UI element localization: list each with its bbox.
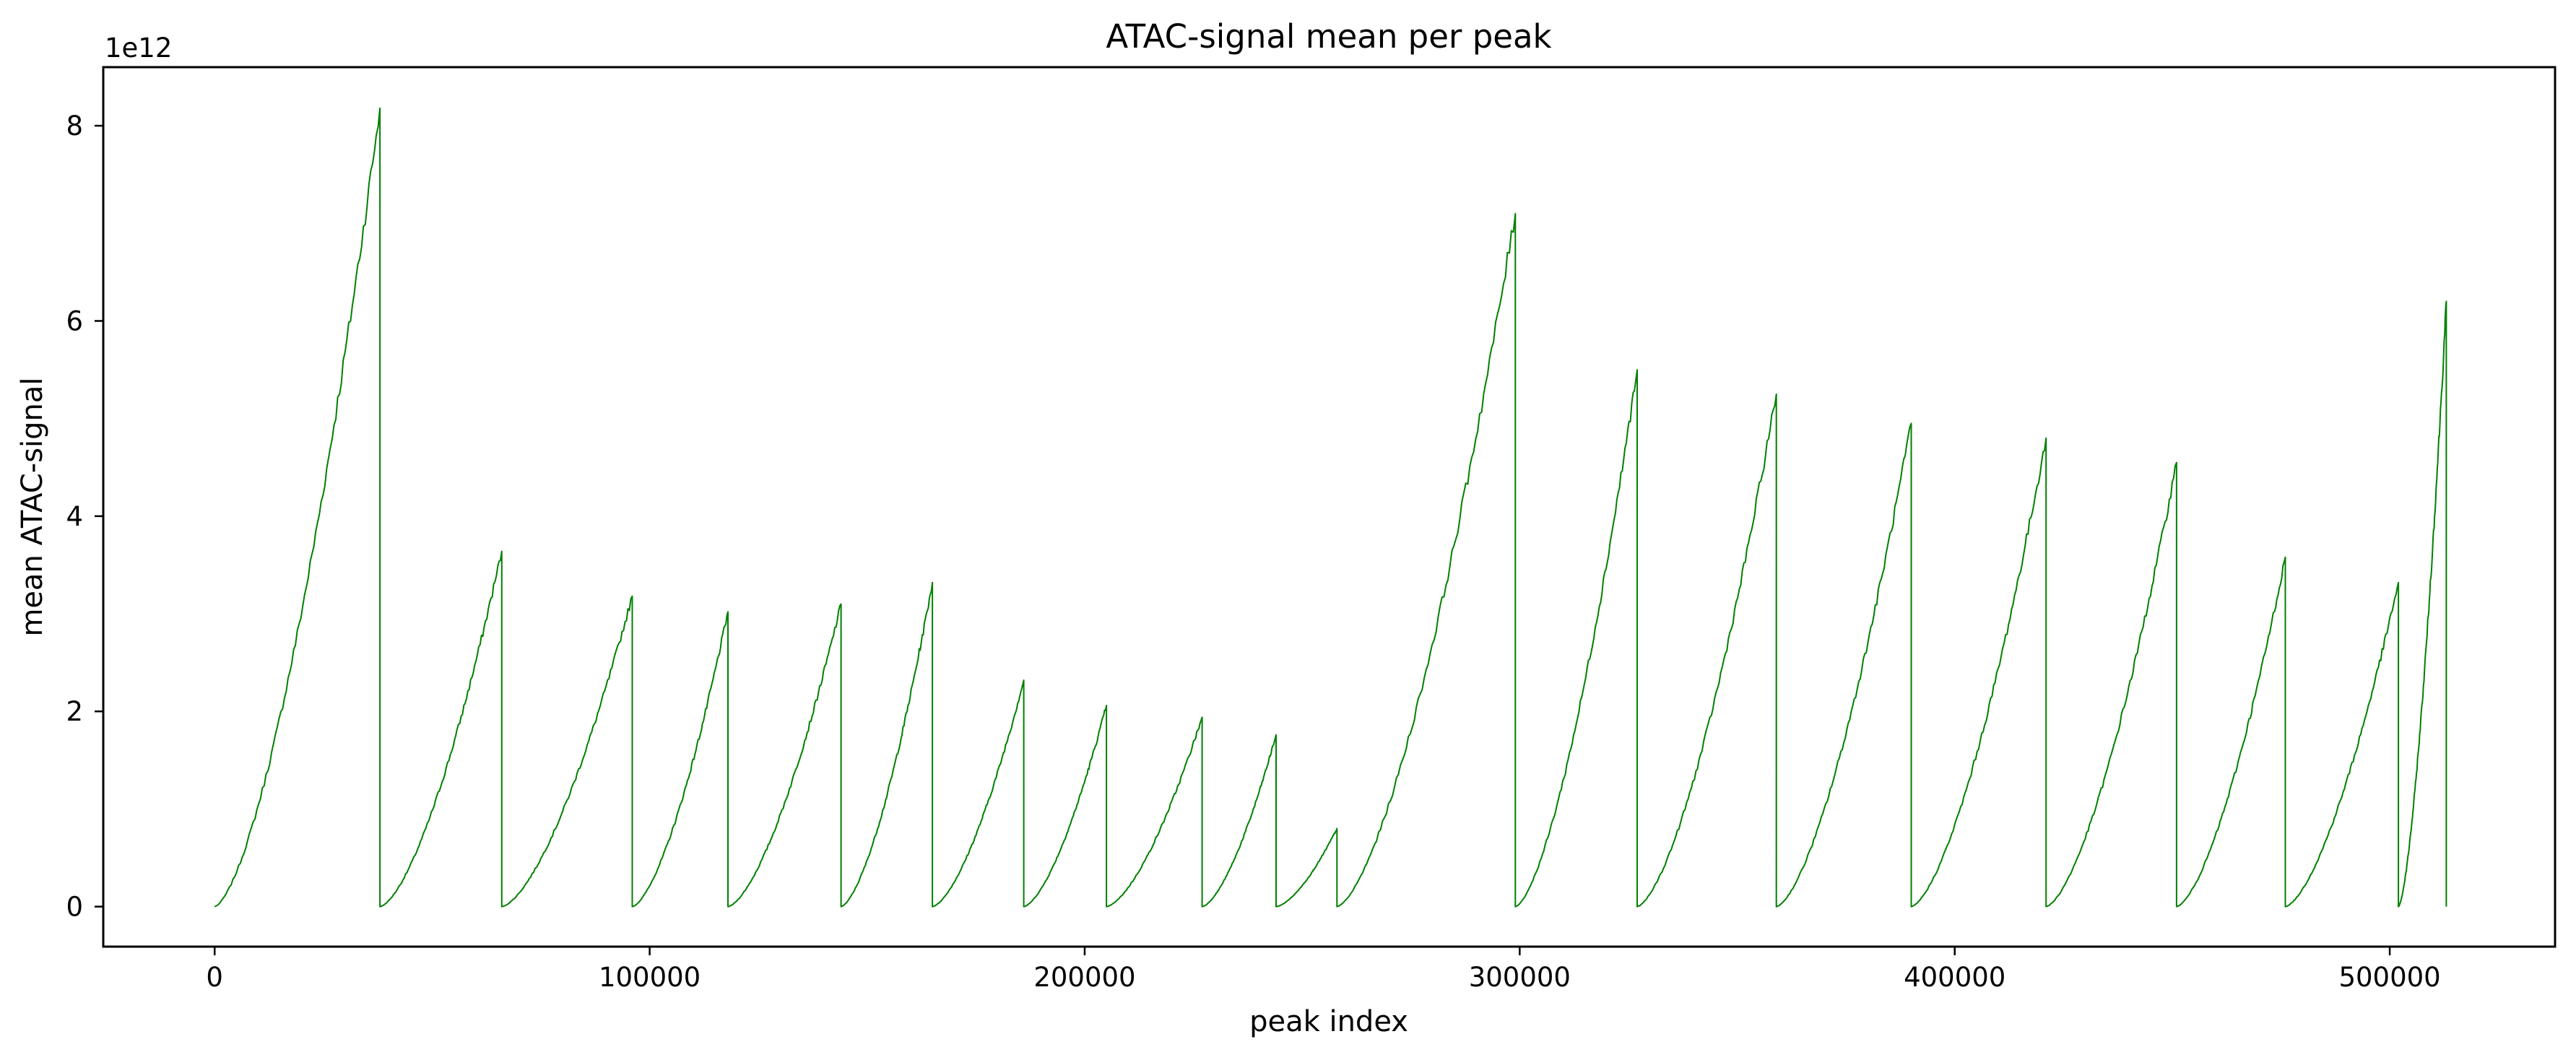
y-axis-label: mean ATAC-signal xyxy=(16,377,49,636)
x-tick-label: 500000 xyxy=(2338,962,2440,993)
chart-title: ATAC-signal mean per peak xyxy=(1106,17,1551,56)
x-axis-label: peak index xyxy=(1249,1005,1408,1038)
y-axis: 0 2 4 6 8 xyxy=(66,110,103,923)
x-tick-label: 0 xyxy=(206,962,223,993)
y-tick-label: 6 xyxy=(66,305,83,336)
x-tick-label: 300000 xyxy=(1469,962,1571,993)
x-axis: 0 100000 200000 300000 400000 500000 xyxy=(206,947,2441,993)
x-tick-label: 100000 xyxy=(599,962,701,993)
y-tick-label: 8 xyxy=(66,110,83,142)
x-tick-label: 400000 xyxy=(1904,962,2005,993)
x-tick-label: 200000 xyxy=(1033,962,1135,993)
plot-frame xyxy=(102,66,2557,948)
y-tick-label: 2 xyxy=(66,696,83,727)
y-tick-label: 4 xyxy=(66,501,83,532)
data-line-group xyxy=(214,107,2447,908)
y-offset-label: 1e12 xyxy=(105,32,172,64)
y-tick-label: 0 xyxy=(66,892,83,923)
data-series-line xyxy=(214,107,2447,908)
